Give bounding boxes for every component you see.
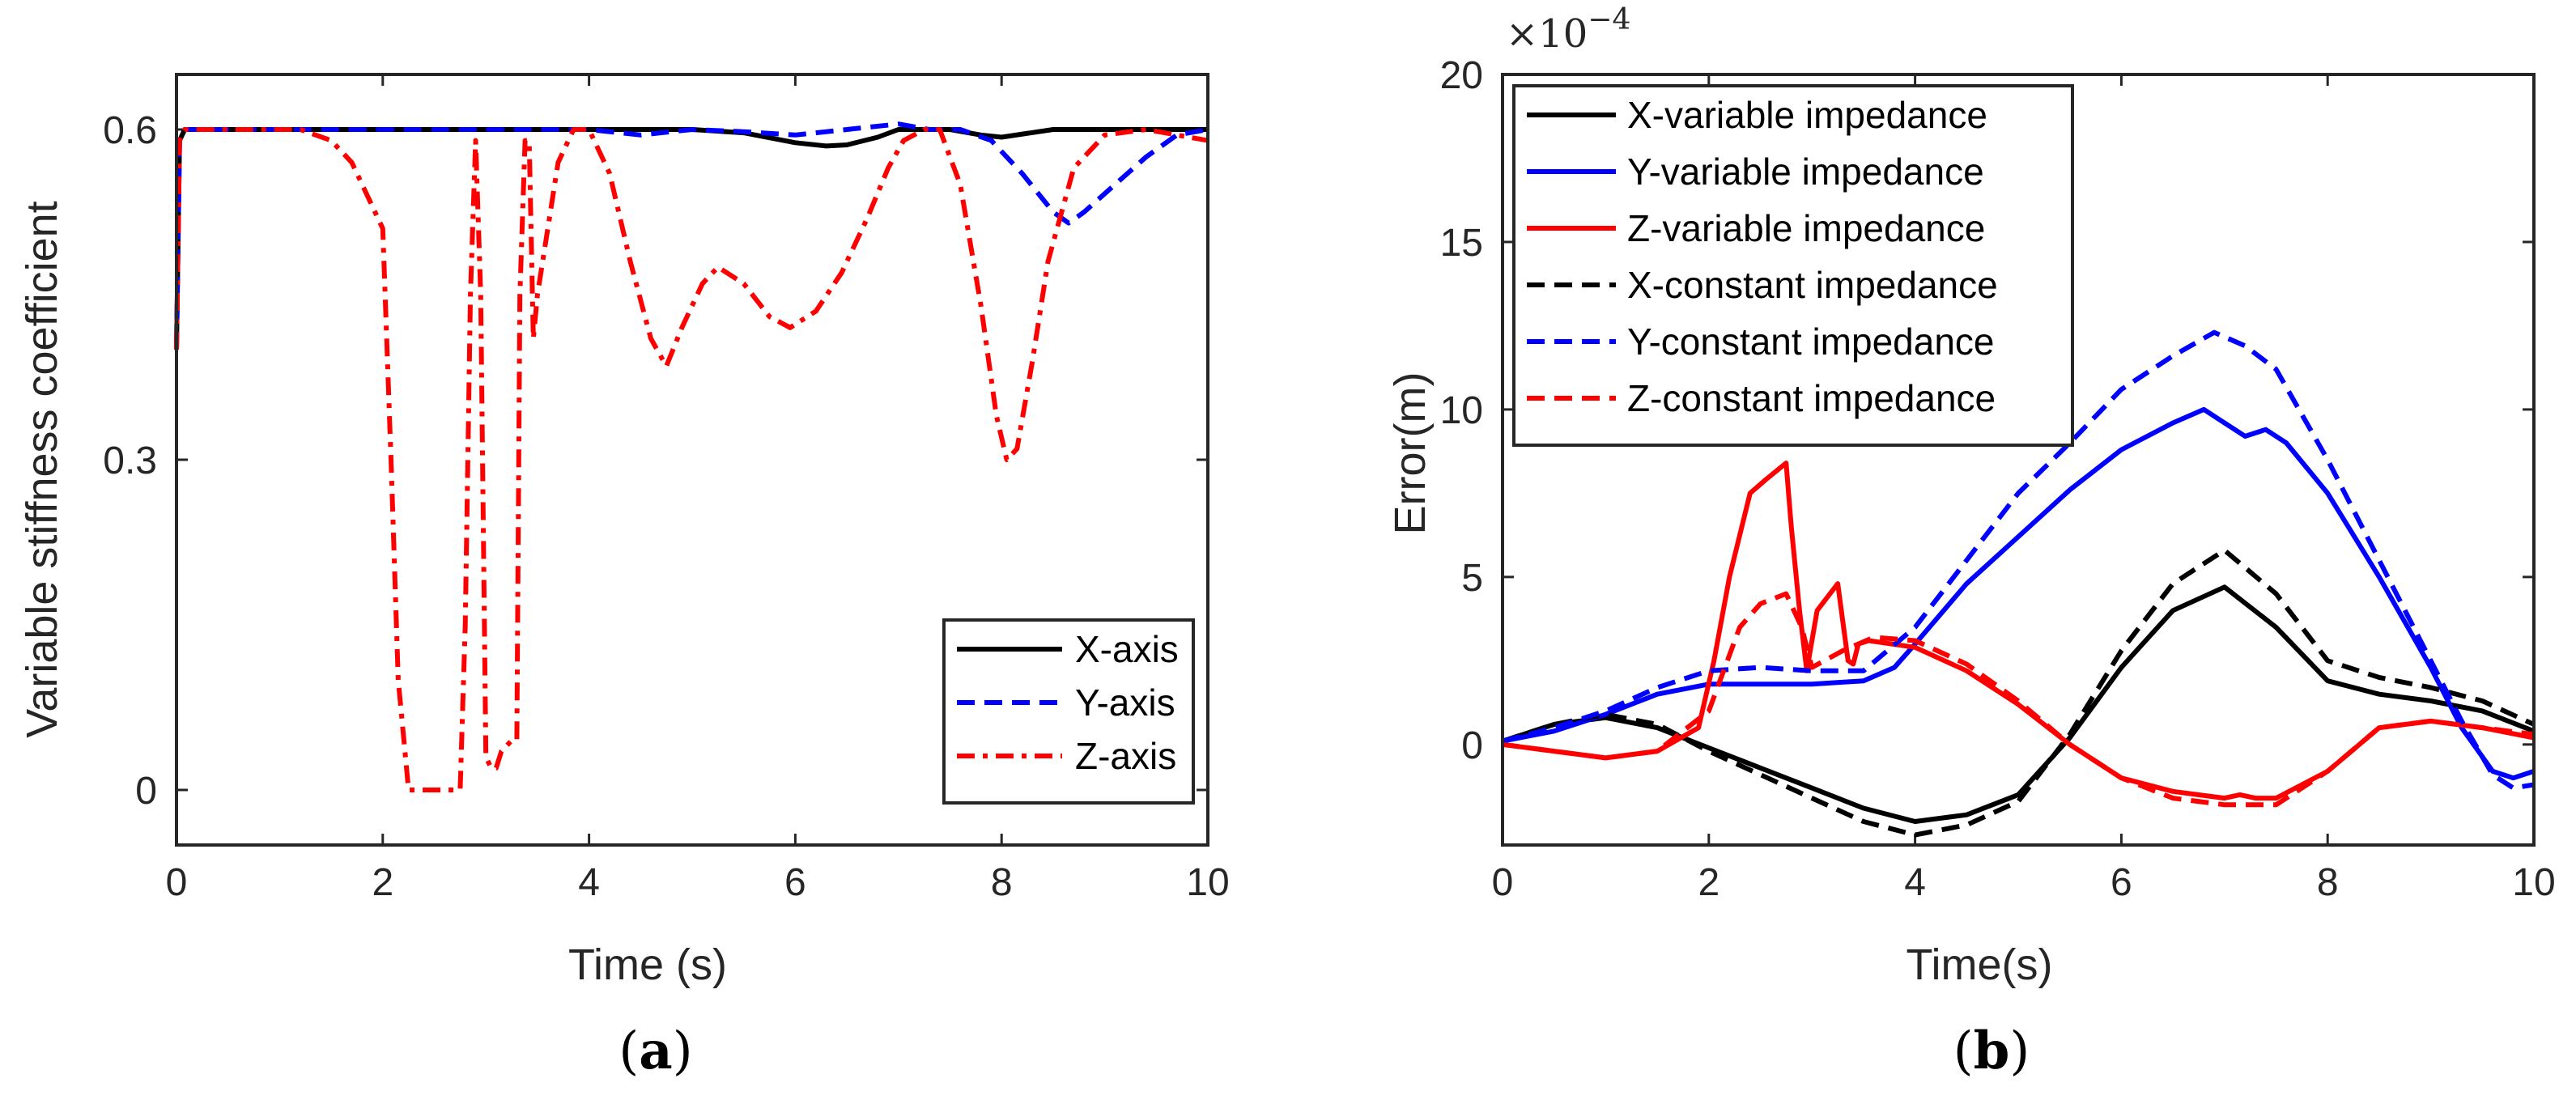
panel-a-x-axis-label: Time (s) [568, 941, 727, 989]
series-z-constant-impedance [1502, 591, 2535, 808]
legend-label: Z-variable impedance [1627, 207, 1985, 249]
panel-a: Variable stiffness coefficient Time (s) … [18, 73, 1230, 1081]
panel-a-x-tick-label: 0 [166, 861, 188, 904]
legend-label: Z-constant impedance [1627, 377, 1996, 419]
panel-a-y-tick-label: 0 [135, 770, 157, 813]
panel-a-legend: X-axis Y-axis Z-axis [942, 618, 1195, 805]
panel-a-series [174, 121, 1209, 792]
panel-b-x-tick-label: 4 [1904, 861, 1926, 904]
panel-b-legend: X-variable impedance Y-variable impedance… [1512, 84, 2074, 447]
series-x-axis [174, 127, 1208, 350]
series-z-axis [174, 127, 1209, 792]
legend-label: Z-axis [1075, 735, 1176, 777]
legend-label: Y-constant impedance [1627, 321, 1995, 363]
panel-a-x-tick-label: 2 [372, 861, 393, 904]
panel-b-series [1502, 329, 2536, 838]
panel-b-y-tick-label: 15 [1440, 222, 1483, 265]
panel-a-axes-box [175, 73, 1209, 847]
panel-b-x-tick-label: 8 [2317, 861, 2339, 904]
panel-a-x-tick-label: 6 [784, 861, 806, 904]
panel-a-x-tick-label: 8 [991, 861, 1013, 904]
panel-b-x-tick-label: 10 [2512, 861, 2555, 904]
panel-a-x-tick-label: 10 [1186, 861, 1229, 904]
panel-b-exponent-base: ×10 [1506, 11, 1588, 57]
legend-label: X-constant impedance [1627, 264, 1998, 306]
panel-b-exponent-power: −4 [1588, 3, 1630, 36]
panel-a-y-axis-label: Variable stiffness coefficient [18, 201, 66, 737]
panel-b-x-tick-label: 0 [1492, 861, 1514, 904]
panel-b-caption-letter: b [1974, 1021, 2010, 1081]
panel-b-caption: (b) [1953, 1021, 2030, 1081]
series-y-constant-impedance [1502, 329, 2535, 791]
panel-b-y-tick-label: 10 [1440, 389, 1483, 432]
panel-b-y-tick-label: 5 [1461, 557, 1483, 600]
panel-b-ticks: 0 2 4 6 8 10 0 5 10 15 20 [1440, 54, 2556, 904]
panel-b-x-tick-label: 6 [2111, 861, 2132, 904]
series-y-variable-impedance [1502, 406, 2535, 781]
panel-b-y-axis-label: Error(m) [1386, 372, 1435, 535]
panel-a-ticks: 0 2 4 6 8 10 0 0.3 0.6 [103, 74, 1230, 904]
panel-b-y-tick-label: 0 [1461, 724, 1483, 767]
panel-b-x-tick-label: 2 [1698, 861, 1719, 904]
panel-a-y-tick-label: 0.6 [103, 109, 157, 152]
legend-label: X-axis [1075, 628, 1179, 670]
panel-b-y-tick-label: 20 [1440, 54, 1483, 97]
series-z-variable-impedance [1502, 461, 2535, 801]
panel-b-legend-box [1512, 84, 2074, 447]
panel-a-y-tick-label: 0.3 [103, 439, 157, 482]
series-x-constant-impedance [1502, 547, 2536, 838]
panel-b-axes-box [1501, 73, 2536, 847]
panel-b: Error(m) Time(s) ×10−4 0 2 4 6 8 10 0 5 10 15 20 X… [1386, 3, 2556, 1081]
legend-label: Y-variable impedance [1627, 151, 1984, 193]
panel-a-caption-letter: a [639, 1021, 672, 1081]
panel-b-exponent-label: ×10−4 [1506, 3, 1630, 57]
panel-a-caption: (a) [618, 1021, 692, 1081]
series-y-axis [174, 121, 1209, 350]
legend-label: Y-axis [1075, 682, 1175, 724]
panel-b-x-axis-label: Time(s) [1906, 941, 2053, 989]
legend-label: X-variable impedance [1627, 94, 1987, 136]
panel-a-x-tick-label: 4 [578, 861, 600, 904]
